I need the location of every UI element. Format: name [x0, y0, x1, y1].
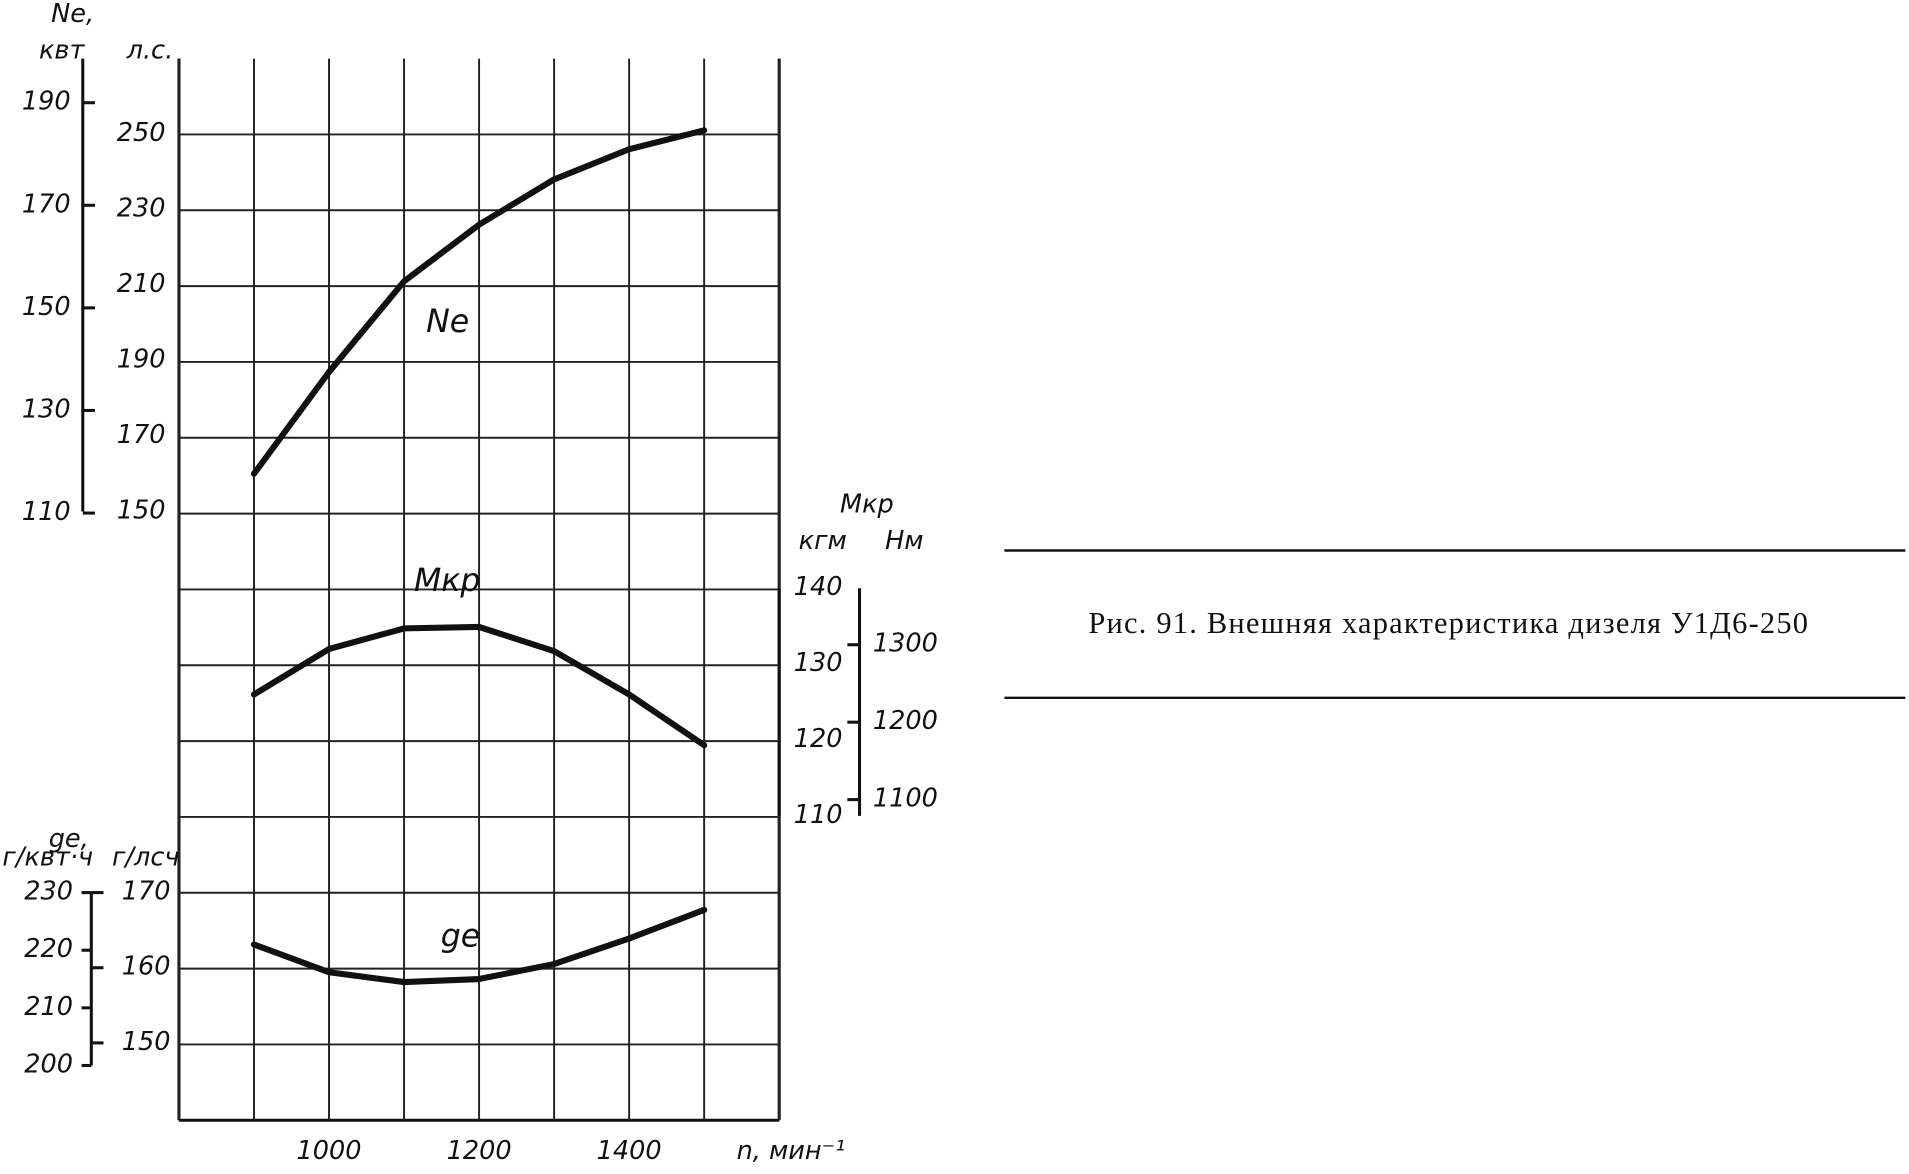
axis-title: Mкр [840, 489, 894, 519]
y-axis-tick-label: 250 [117, 118, 166, 148]
y2-unit: г/квт·ч [2, 842, 93, 872]
y2-axis-tick-label: 230 [24, 877, 73, 907]
y-unit: кгм [799, 526, 847, 556]
x-tick-label: 1000 [297, 1136, 362, 1166]
y2-axis-tick-label: 200 [24, 1049, 73, 1079]
y-axis-tick-label: 170 [122, 877, 171, 907]
caption: Рис. 91. Внешняя характеристика дизеля У… [1088, 606, 1809, 640]
x-tick-label: 1400 [597, 1136, 662, 1166]
curve-label: ge [441, 919, 481, 955]
y-axis-tick-label: 210 [117, 269, 166, 299]
y2-axis-tick-label: 210 [24, 992, 73, 1022]
y2-axis-tick-label: 1300 [873, 629, 938, 659]
y-axis-tick-label: 230 [117, 194, 166, 224]
y2-unit: квт [39, 35, 85, 65]
y-axis-tick-label: 150 [117, 496, 166, 526]
y-axis-tick-label: 120 [794, 724, 843, 754]
y2-axis-tick-label: 1100 [873, 784, 938, 814]
y-axis-tick-label: 140 [794, 572, 843, 602]
y2-axis-tick-label: 150 [22, 292, 71, 322]
y-axis-tick-label: 160 [122, 952, 171, 982]
y-axis-tick-label: 110 [794, 800, 843, 830]
y2-axis-tick-label: 170 [22, 189, 71, 219]
x-axis-label: n, мин⁻¹ [737, 1136, 846, 1166]
y2-axis-tick-label: 1200 [873, 706, 938, 736]
axis-title: Ne, [51, 0, 94, 29]
curve [250, 906, 708, 986]
y2-axis-tick-label: 110 [22, 497, 71, 527]
y-axis-tick-label: 170 [117, 420, 166, 450]
curve [250, 623, 708, 749]
y2-axis-tick-label: 190 [22, 87, 71, 117]
y2-unit: Нм [885, 526, 923, 556]
y-axis-tick-label: 150 [122, 1027, 171, 1057]
y-axis-tick-label: 130 [794, 648, 843, 678]
axis-title: ge, [49, 824, 89, 854]
y-unit: г/лсч [112, 842, 180, 872]
curve-label: Mкр [414, 563, 481, 599]
curve-label: Ne [426, 304, 469, 340]
curve [250, 127, 708, 477]
y-unit: л.с. [126, 35, 174, 65]
x-tick-label: 1200 [447, 1136, 512, 1166]
y-axis-tick-label: 190 [117, 345, 166, 375]
y2-axis-tick-label: 130 [22, 394, 71, 424]
y2-axis-tick-label: 220 [24, 934, 73, 964]
